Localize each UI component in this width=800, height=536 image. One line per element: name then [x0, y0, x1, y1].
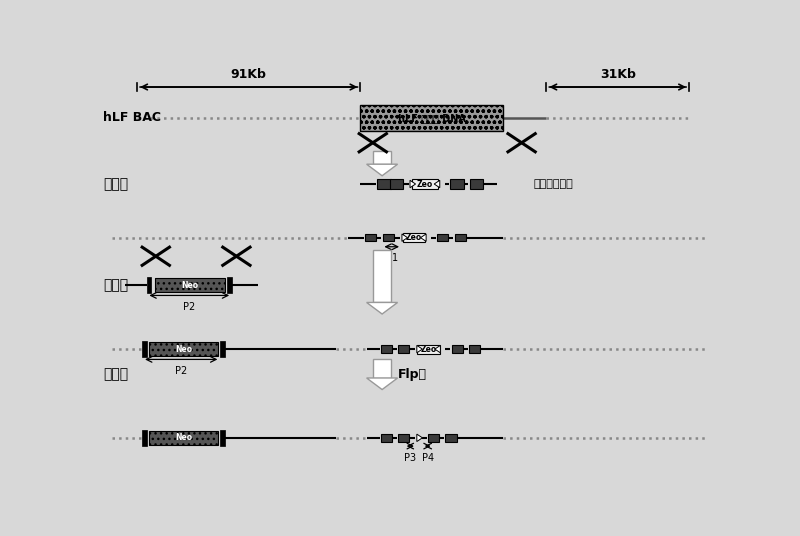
- Text: P2: P2: [183, 302, 195, 312]
- Polygon shape: [366, 378, 398, 390]
- Text: hLF 基因组 DNA: hLF 基因组 DNA: [398, 113, 466, 123]
- Bar: [402, 233, 425, 242]
- Bar: [155, 278, 225, 292]
- Bar: [149, 431, 218, 445]
- Bar: [360, 105, 503, 131]
- Bar: [373, 250, 391, 302]
- Text: Flp酶: Flp酶: [398, 368, 426, 381]
- Text: 91Kb: 91Kb: [231, 68, 266, 81]
- Bar: [398, 345, 410, 353]
- Bar: [451, 345, 462, 353]
- Bar: [382, 234, 394, 241]
- Bar: [469, 345, 480, 353]
- Text: 人溯菌酶基因: 人溯菌酶基因: [534, 179, 574, 189]
- Bar: [220, 430, 226, 445]
- Text: Zeo: Zeo: [406, 233, 422, 242]
- Text: P4: P4: [422, 453, 434, 463]
- Text: P2: P2: [175, 366, 187, 376]
- Text: 31Kb: 31Kb: [600, 68, 636, 81]
- Bar: [390, 180, 403, 189]
- Text: 第二步: 第二步: [103, 278, 128, 292]
- Bar: [398, 434, 410, 442]
- Polygon shape: [402, 234, 407, 241]
- Bar: [412, 179, 438, 189]
- Bar: [227, 277, 232, 293]
- Bar: [454, 234, 466, 241]
- Bar: [446, 434, 457, 442]
- Bar: [438, 234, 449, 241]
- Text: P1: P1: [386, 254, 398, 263]
- Bar: [470, 180, 483, 189]
- Text: Zeo: Zeo: [421, 345, 437, 354]
- Polygon shape: [410, 180, 415, 188]
- Polygon shape: [417, 434, 422, 442]
- Bar: [142, 341, 147, 357]
- Text: hLF BAC: hLF BAC: [103, 111, 161, 124]
- Polygon shape: [421, 234, 426, 241]
- Bar: [142, 430, 147, 445]
- Bar: [146, 277, 151, 293]
- Polygon shape: [435, 345, 440, 353]
- Bar: [373, 359, 391, 378]
- Text: Neo: Neo: [175, 433, 192, 442]
- Polygon shape: [366, 302, 398, 314]
- Text: Zeo: Zeo: [417, 180, 433, 189]
- Text: 第一步: 第一步: [103, 177, 128, 191]
- Text: 第三步: 第三步: [103, 367, 128, 381]
- Bar: [418, 345, 440, 354]
- Bar: [377, 180, 390, 189]
- Bar: [149, 342, 218, 356]
- Bar: [365, 234, 376, 241]
- Bar: [381, 434, 392, 442]
- Bar: [381, 345, 392, 353]
- Text: Neo: Neo: [175, 345, 192, 354]
- Polygon shape: [417, 345, 422, 353]
- Bar: [373, 151, 391, 164]
- Bar: [428, 434, 439, 442]
- Polygon shape: [366, 164, 398, 176]
- Polygon shape: [434, 180, 440, 188]
- Bar: [450, 180, 464, 189]
- Text: P3: P3: [404, 453, 416, 463]
- Bar: [220, 341, 226, 357]
- Text: Neo: Neo: [182, 281, 198, 289]
